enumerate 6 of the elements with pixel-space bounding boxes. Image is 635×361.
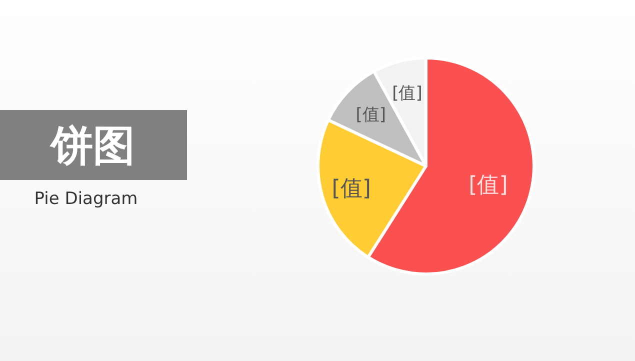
text: Pie Diagram (34, 189, 138, 209)
data-label: [值] (332, 176, 371, 202)
data-label: [值] (392, 84, 422, 104)
data-label: [值] (356, 105, 386, 126)
text: 饼图 (49, 121, 135, 170)
data-label: [值] (468, 172, 508, 198)
